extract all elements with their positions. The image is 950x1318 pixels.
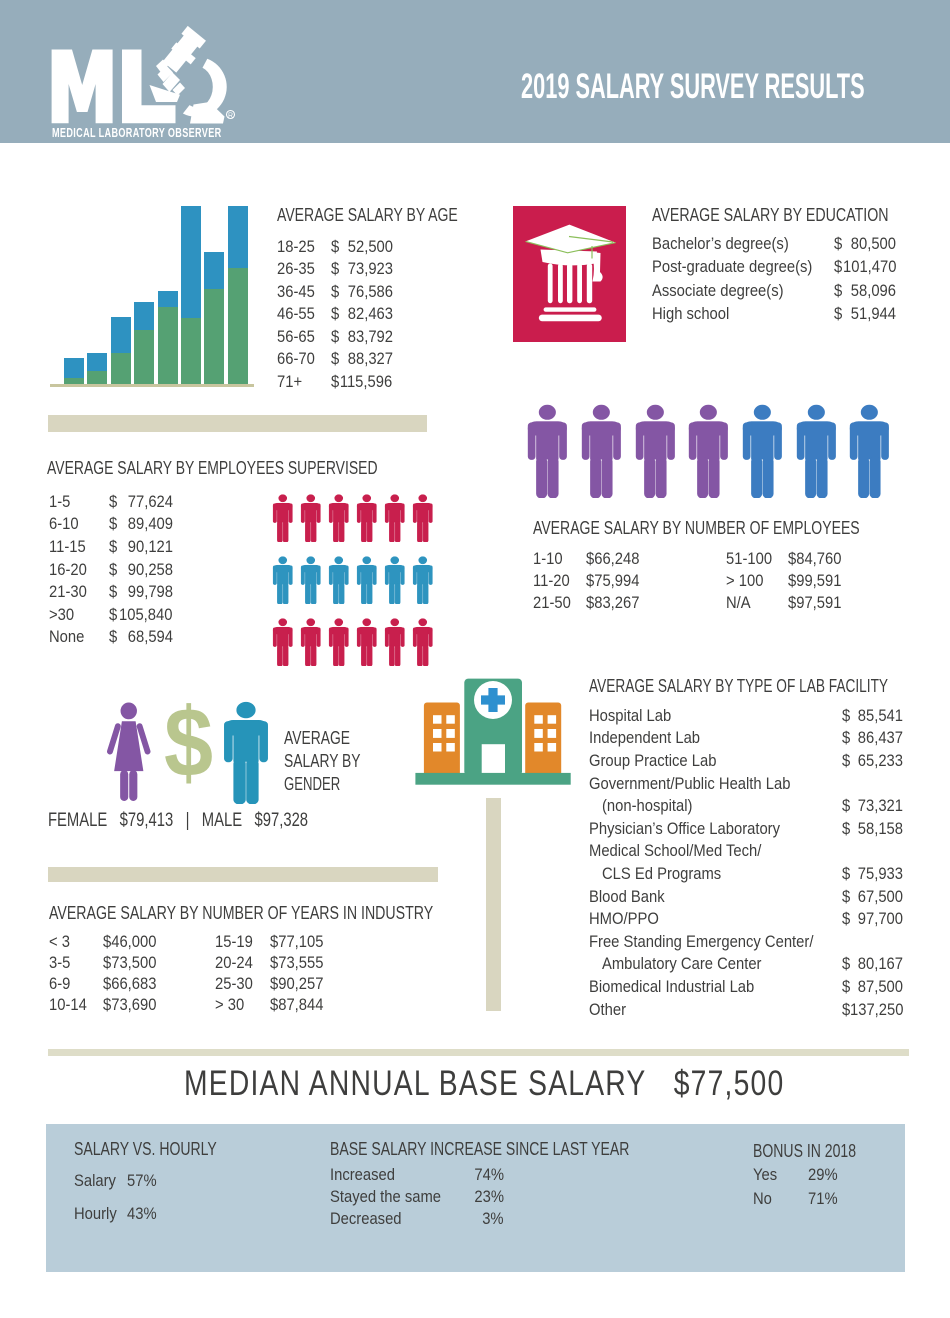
svg-text:R: R [228, 112, 233, 119]
